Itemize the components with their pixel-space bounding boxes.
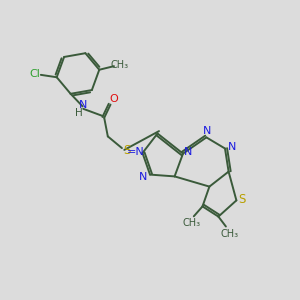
Text: S: S: [239, 193, 246, 206]
Text: S: S: [123, 144, 131, 157]
Text: N: N: [227, 142, 236, 152]
Text: =N: =N: [127, 147, 145, 158]
Text: CH₃: CH₃: [182, 218, 200, 229]
Text: CH₃: CH₃: [221, 229, 239, 239]
Text: N: N: [184, 147, 193, 158]
Text: N: N: [139, 172, 148, 182]
Text: O: O: [110, 94, 118, 104]
Text: H: H: [75, 108, 83, 118]
Text: N: N: [79, 100, 87, 110]
Text: CH₃: CH₃: [110, 60, 128, 70]
Text: N: N: [203, 126, 211, 136]
Text: Cl: Cl: [29, 69, 40, 79]
